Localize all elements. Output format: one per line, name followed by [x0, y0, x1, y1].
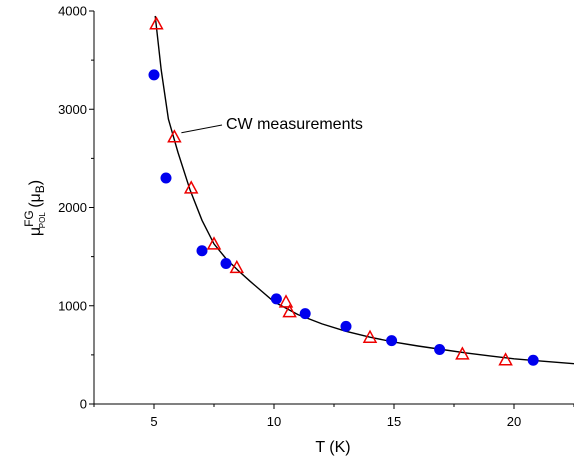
- data-point-triangle: [206, 236, 222, 250]
- data-point-triangle: [278, 294, 294, 308]
- data-point-triangle: [183, 180, 199, 194]
- x-tick-label: 15: [387, 414, 401, 429]
- data-point-circle: [196, 245, 208, 257]
- data-point-triangle: [498, 352, 513, 366]
- data-point-circle: [299, 308, 311, 320]
- y-axis-title-subscript: POL: [38, 212, 47, 229]
- y-tick-label: 2000: [58, 200, 87, 215]
- data-point-triangle: [149, 16, 164, 30]
- y-axis-title-base: μ: [27, 227, 44, 236]
- data-point-circle: [220, 258, 232, 270]
- annotation-leader-line: [181, 124, 223, 134]
- annotation-cw-measurements: CW measurements: [226, 116, 363, 133]
- y-tick-label: 0: [80, 397, 87, 412]
- y-tick-label: 3000: [58, 102, 87, 117]
- data-point-triangle: [455, 346, 470, 360]
- plot-area: [148, 15, 574, 366]
- y-axis-title-unit-open: (μ: [27, 193, 44, 212]
- data-point-circle: [270, 293, 282, 305]
- x-tick-label: 10: [267, 414, 281, 429]
- y-axis-title-unit-subscript: B: [33, 185, 47, 193]
- axes: 5 10 15 20 0 1000 2000 3000 4000: [58, 4, 574, 429]
- data-point-triangle: [229, 259, 245, 274]
- y-axis-title: μFG POL (μB): [22, 180, 47, 236]
- data-point-circle: [434, 343, 446, 355]
- fit-curve: [154, 15, 574, 365]
- data-point-triangle: [282, 304, 297, 318]
- data-point-circle: [527, 354, 539, 366]
- data-point-circle: [160, 172, 172, 184]
- x-tick-label: 5: [150, 414, 157, 429]
- x-tick-label: 20: [507, 414, 521, 429]
- data-point-triangle: [167, 129, 182, 143]
- data-point-circle: [340, 320, 352, 332]
- y-tick-label: 4000: [58, 4, 87, 19]
- y-axis-title-unit-close: ): [27, 180, 44, 185]
- data-point-circle: [386, 335, 398, 347]
- data-point-triangle: [362, 329, 378, 343]
- y-axis-title-superscript: FG: [22, 210, 36, 227]
- data-point-circle: [148, 69, 160, 81]
- x-axis-title: T (K): [315, 439, 350, 456]
- y-tick-label: 1000: [58, 298, 87, 313]
